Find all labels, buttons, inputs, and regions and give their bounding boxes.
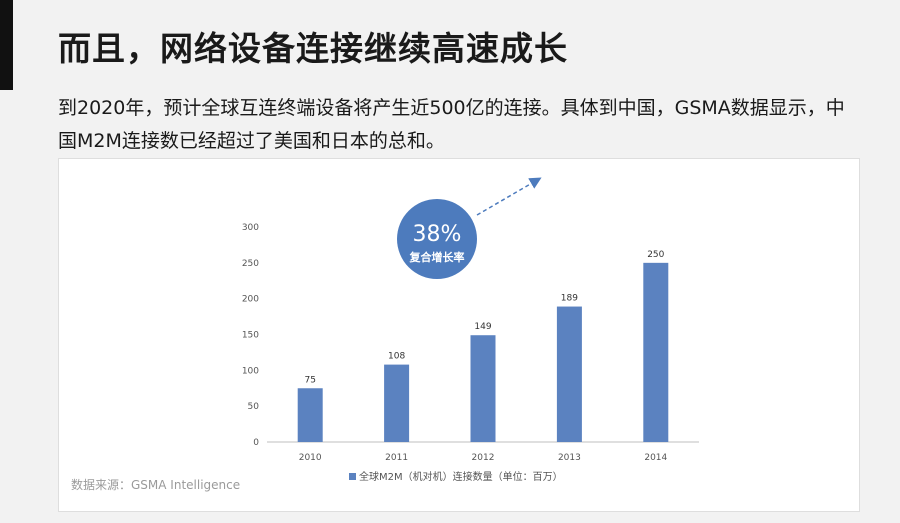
growth-badge-label: 复合增长率 <box>409 250 465 264</box>
y-tick-label: 250 <box>242 259 259 269</box>
x-tick-label-2012: 2012 <box>472 453 495 463</box>
x-tick-label-2014: 2014 <box>644 453 667 463</box>
y-tick-label: 150 <box>242 331 259 341</box>
y-tick-label: 0 <box>253 438 259 448</box>
bar-2010 <box>297 388 323 442</box>
source-note: 数据来源：GSMA Intelligence <box>71 478 241 492</box>
x-tick-label-2013: 2013 <box>558 453 581 463</box>
body-text: 到2020年，预计全球互连终端设备将产生近500亿的连接。具体到中国，GSMA数… <box>58 97 845 152</box>
data-label-2010: 75 <box>304 375 315 385</box>
legend-swatch <box>349 473 356 480</box>
y-tick-label: 200 <box>242 295 259 305</box>
bar-2014 <box>643 262 669 442</box>
growth-badge-value: 38% <box>413 222 462 247</box>
data-label-2014: 250 <box>647 250 664 260</box>
x-tick-label-2011: 2011 <box>385 453 408 463</box>
data-label-2013: 189 <box>561 294 578 304</box>
growth-arrow <box>476 177 542 216</box>
x-tick-label-2010: 2010 <box>299 453 322 463</box>
growth-badge <box>397 199 477 279</box>
data-label-2012: 149 <box>474 322 491 332</box>
bar-2013 <box>556 306 582 442</box>
data-label-2011: 108 <box>388 352 405 362</box>
bar-2011 <box>384 364 410 442</box>
y-tick-label: 100 <box>242 366 259 376</box>
chart-card: 0 50 100 150 200 250 300 75 2010 108 2011 149 2012 1… <box>58 158 860 512</box>
accent-bar <box>0 0 13 90</box>
bar-chart: 0 50 100 150 200 250 300 75 2010 108 2011 149 2012 1… <box>242 177 699 483</box>
page-title: 而且，网络设备连接继续高速成长 <box>58 29 568 68</box>
y-tick-label: 50 <box>248 402 260 412</box>
bar-2012 <box>470 335 496 442</box>
legend-label: 全球M2M（机对机）连接数量（单位：百万） <box>359 470 563 483</box>
y-tick-label: 300 <box>242 223 259 233</box>
